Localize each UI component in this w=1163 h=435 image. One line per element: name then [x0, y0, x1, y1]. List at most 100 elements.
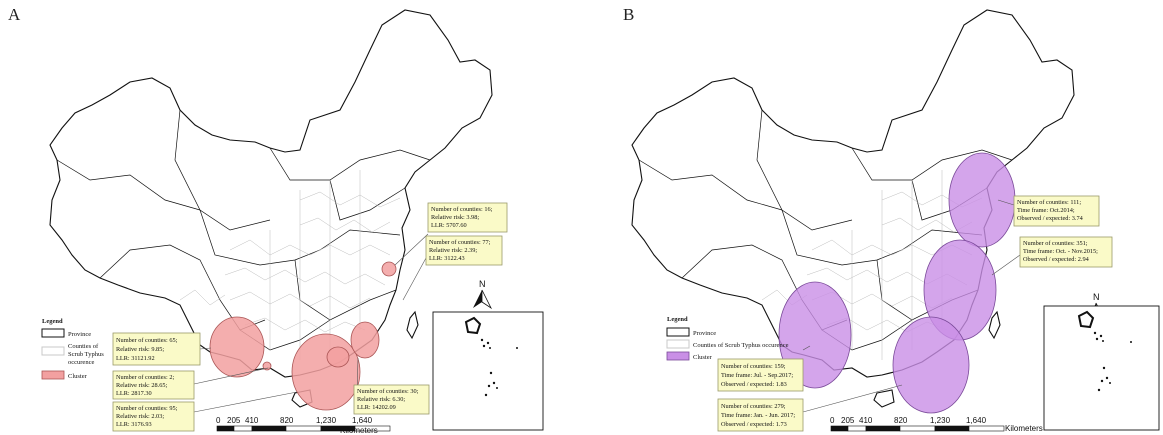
legend-counties-label: Scrub Typhus	[68, 351, 104, 358]
leader-line	[193, 367, 269, 385]
scale-segment	[354, 425, 391, 432]
province-line	[638, 159, 783, 211]
callout-line: Number of counties: 351;	[1023, 240, 1088, 247]
legend: Legend Province Counties of Scrub Typhus…	[666, 316, 789, 361]
province-line	[329, 179, 406, 221]
inset-island	[1093, 331, 1097, 335]
inset-island	[1102, 340, 1104, 342]
callout-line: Time frame: Jan. - Jun. 2017;	[721, 412, 795, 419]
county-line	[269, 170, 361, 360]
scale-tick: 1,640	[352, 416, 373, 425]
hainan-outline	[873, 389, 895, 408]
scale-segment	[899, 425, 936, 432]
callout-line: Observed / expected: 1.73	[721, 421, 787, 428]
leader-line	[402, 257, 427, 301]
callout-box	[1013, 195, 1100, 227]
scale-segment	[830, 425, 849, 432]
leader-line	[802, 345, 811, 351]
scale-tick: 1,640	[966, 416, 987, 425]
legend-counties-label: Counties of Scrub Typhus occurence	[693, 342, 789, 349]
country-outline	[49, 9, 493, 378]
county-line	[299, 217, 391, 233]
inset-island	[516, 347, 518, 349]
callout-line: LLR: 14202.09	[357, 404, 396, 411]
callout-line: Number of counties: 77;	[429, 239, 491, 246]
inset-hainan	[464, 316, 482, 335]
county-texture	[179, 170, 401, 360]
callout-line: LLR: 5707.60	[431, 222, 467, 229]
legend-province-swatch	[666, 327, 690, 337]
cluster-ellipse	[350, 321, 380, 359]
scale-tick: 205	[227, 416, 241, 425]
scale-tick: 820	[894, 416, 908, 425]
callout-box	[425, 235, 503, 266]
scale-segment	[285, 425, 322, 432]
south-china-sea-inset	[432, 311, 544, 431]
callout-line: Number of counties: 16;	[431, 206, 493, 213]
inset-island	[492, 381, 496, 385]
inset-island	[1105, 376, 1109, 380]
callout-box	[112, 401, 195, 432]
cluster-ellipse	[892, 316, 970, 414]
map-a-svg: A	[8, 5, 544, 435]
legend-cluster-label: Cluster	[693, 354, 713, 361]
leader-line	[802, 384, 903, 413]
map-b-svg: B Number	[623, 5, 1160, 433]
scale-bar: 0 205 410 820 1,230 1,640 Kilometers	[830, 416, 1043, 433]
callout-line: Relative risk: 2.39;	[429, 247, 477, 254]
scale-tick: 0	[830, 416, 835, 425]
cluster-ellipse	[381, 261, 397, 277]
leader-line	[199, 347, 212, 350]
legend-province-label: Province	[68, 331, 91, 338]
scale-segment	[847, 425, 867, 432]
callout-line: Observed / expected: 1.83	[721, 381, 787, 388]
inset-hainan	[1077, 310, 1095, 329]
legend-province-label: Province	[693, 330, 716, 337]
callout-line: Number of counties: 111;	[1017, 199, 1081, 206]
province-line	[851, 147, 1013, 181]
callout-4: Number of counties: 95; Relative risk: 2…	[112, 401, 195, 432]
callout-line: Number of counties: 65;	[116, 337, 178, 344]
province-line	[269, 147, 431, 181]
scale-segment	[233, 425, 253, 432]
cluster-ellipse	[948, 152, 1016, 248]
callout-box	[112, 370, 195, 400]
callout-3: Number of counties: 279; Time frame: Jan…	[717, 398, 804, 432]
callout-line: LLR: 3176.93	[116, 421, 152, 428]
callout-line: Relative risk: 3.98;	[431, 214, 479, 221]
callout-0: Number of counties: 16; Relative risk: 3…	[427, 202, 508, 233]
scale-tick: 205	[841, 416, 855, 425]
callout-line: Relative risk: 6.30;	[357, 396, 405, 403]
inset-island	[1099, 334, 1103, 338]
inset-island	[482, 344, 486, 348]
callout-1: Number of counties: 351; Time frame: Oct…	[1019, 236, 1113, 268]
legend-counties-label: occurence	[68, 359, 94, 366]
scale-tick: 410	[245, 416, 259, 425]
scale-unit: Kilometers	[340, 426, 378, 435]
callout-line: Time frame: Oct.2014;	[1017, 207, 1075, 214]
callout-line: Number of counties: 159;	[721, 363, 786, 370]
callout-line: Time frame: Jul. - Sep.2017;	[721, 372, 793, 379]
callout-line: Number of counties: 95;	[116, 405, 178, 412]
taiwan-outline	[406, 310, 419, 340]
county-line	[229, 239, 391, 256]
north-arrow-icon	[481, 289, 493, 310]
legend: Legend Province Counties of Scrub Typhus…	[41, 318, 104, 380]
scale-segment	[934, 425, 970, 432]
inset-frame	[1043, 305, 1160, 431]
callout-box	[353, 384, 430, 415]
leader-line	[193, 391, 298, 413]
legend-title: Legend	[667, 316, 688, 323]
callout-2: Number of counties: 65; Relative risk: 9…	[112, 332, 201, 366]
cluster-ellipse	[291, 333, 361, 411]
callout-box	[112, 332, 201, 366]
inset-island	[480, 338, 484, 342]
callout-line: Number of counties: 279;	[721, 403, 786, 410]
callout-3: Number of counties: 2; Relative risk: 28…	[112, 370, 195, 400]
callout-line: Relative risk: 9.85;	[116, 346, 164, 353]
province-line	[56, 159, 201, 211]
callout-box	[717, 398, 804, 432]
callout-box	[427, 202, 508, 233]
leader-lines	[802, 199, 1021, 413]
county-line	[224, 267, 386, 286]
